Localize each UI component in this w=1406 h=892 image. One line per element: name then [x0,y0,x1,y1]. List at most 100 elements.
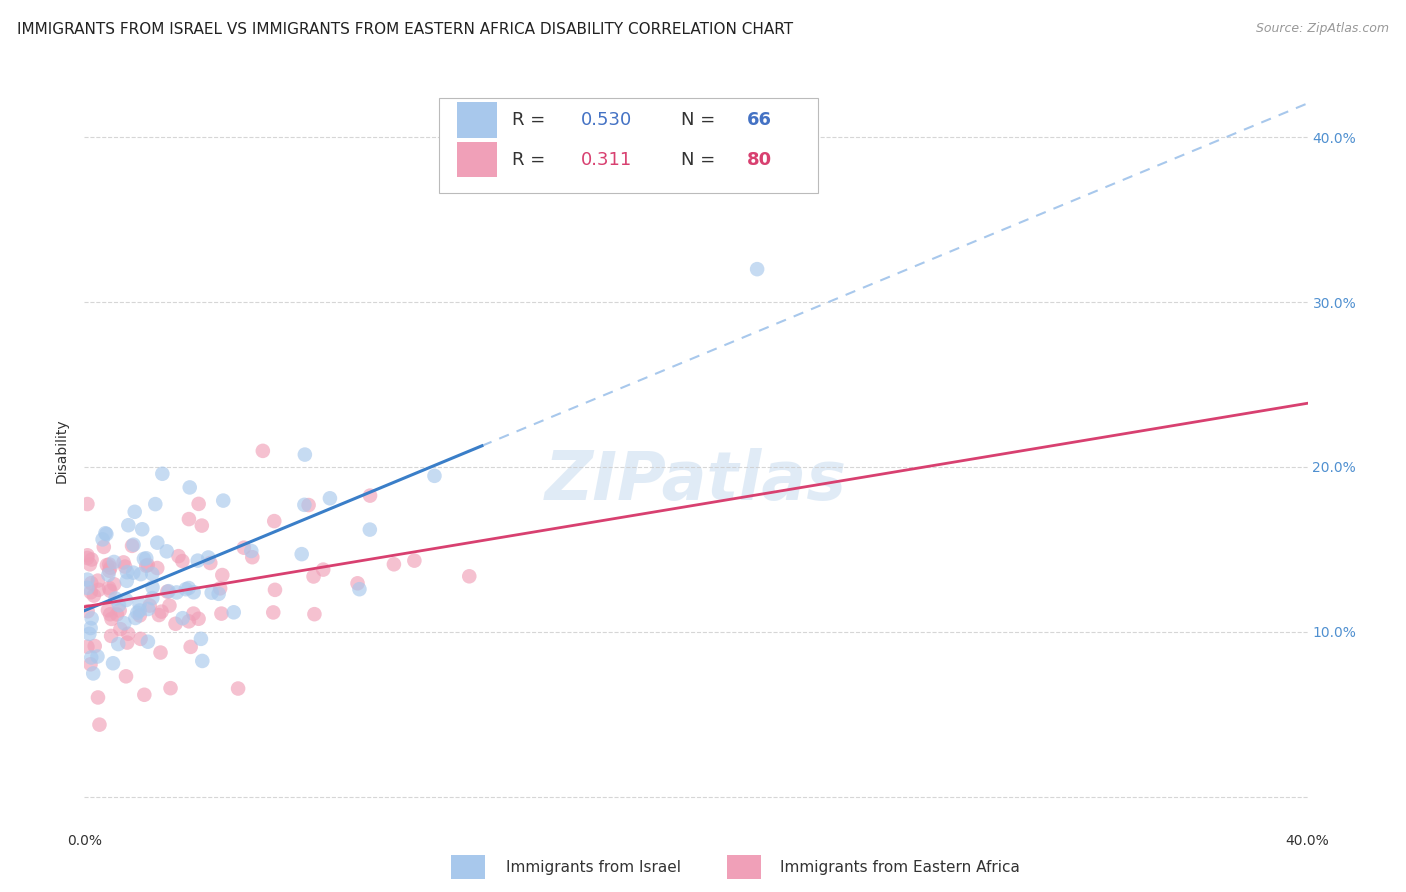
Point [110,622,132,636]
Point [200,556,222,570]
Point [159,681,181,695]
Point [166,585,188,599]
Point [150,467,173,481]
Point [79,657,101,672]
Point [115,669,138,683]
Point [240,550,263,565]
Point [129,567,152,582]
Point [209,582,232,596]
Point [349,582,371,597]
Point [165,616,187,631]
Point [96,527,118,541]
Point [108,598,131,612]
Point [100,560,122,574]
Point [115,574,138,588]
Point [183,585,205,599]
Point [148,608,170,623]
Point [172,611,194,625]
Point [117,626,139,640]
Point [87,690,110,705]
Point [359,523,381,537]
Point [117,518,139,533]
Point [252,443,274,458]
Point [177,615,200,629]
Point [458,569,481,583]
Point [87,582,110,597]
Point [187,497,209,511]
Point [80,650,103,665]
Point [177,512,200,526]
Point [180,640,202,654]
Point [97,603,120,617]
Point [91,533,114,547]
Text: 0.311: 0.311 [581,151,633,169]
Point [240,544,263,558]
Point [159,599,181,613]
Point [211,568,233,582]
Point [294,448,316,462]
Point [128,597,150,611]
Point [79,558,101,572]
Point [177,581,200,595]
Point [129,632,152,646]
Text: IMMIGRANTS FROM ISRAEL VS IMMIGRANTS FROM EASTERN AFRICA DISABILITY CORRELATION : IMMIGRANTS FROM ISRAEL VS IMMIGRANTS FRO… [17,22,793,37]
Point [187,612,209,626]
Point [174,582,197,597]
Point [103,577,125,591]
Point [76,604,98,618]
Point [124,611,146,625]
Point [141,580,163,594]
Point [80,552,103,566]
Point [146,535,169,549]
Point [79,621,101,635]
Point [359,489,381,503]
Point [131,522,153,536]
Point [122,538,145,552]
Point [115,593,138,607]
Point [212,493,235,508]
Point [209,607,232,621]
Point [201,585,224,599]
Point [107,637,129,651]
Point [149,646,172,660]
Point [97,567,120,582]
Point [98,564,121,578]
Point [302,569,325,583]
Point [98,558,121,572]
Point [208,587,231,601]
Point [167,549,190,563]
Point [83,589,105,603]
Point [312,563,335,577]
Point [76,573,98,587]
Text: 0.530: 0.530 [581,112,633,129]
Text: ZIPatlas: ZIPatlas [546,448,846,514]
Point [146,561,169,575]
Point [226,681,249,696]
Text: 80: 80 [748,151,772,169]
Point [135,551,157,566]
Point [98,581,121,595]
Point [94,526,117,541]
Point [83,639,105,653]
Text: Source: ZipAtlas.com: Source: ZipAtlas.com [1256,22,1389,36]
Point [76,551,98,566]
Point [232,541,254,555]
Point [135,558,157,573]
Point [115,635,138,649]
Point [76,497,98,511]
Point [80,585,103,599]
Point [747,262,769,277]
Point [191,654,214,668]
Point [262,606,284,620]
Point [124,505,146,519]
Point [128,603,150,617]
Point [292,498,315,512]
Point [108,603,131,617]
Text: R =: R = [513,151,557,169]
Point [115,565,138,579]
Text: R =: R = [513,112,551,129]
Point [121,539,143,553]
Point [423,468,446,483]
Point [80,611,103,625]
FancyBboxPatch shape [439,98,818,193]
